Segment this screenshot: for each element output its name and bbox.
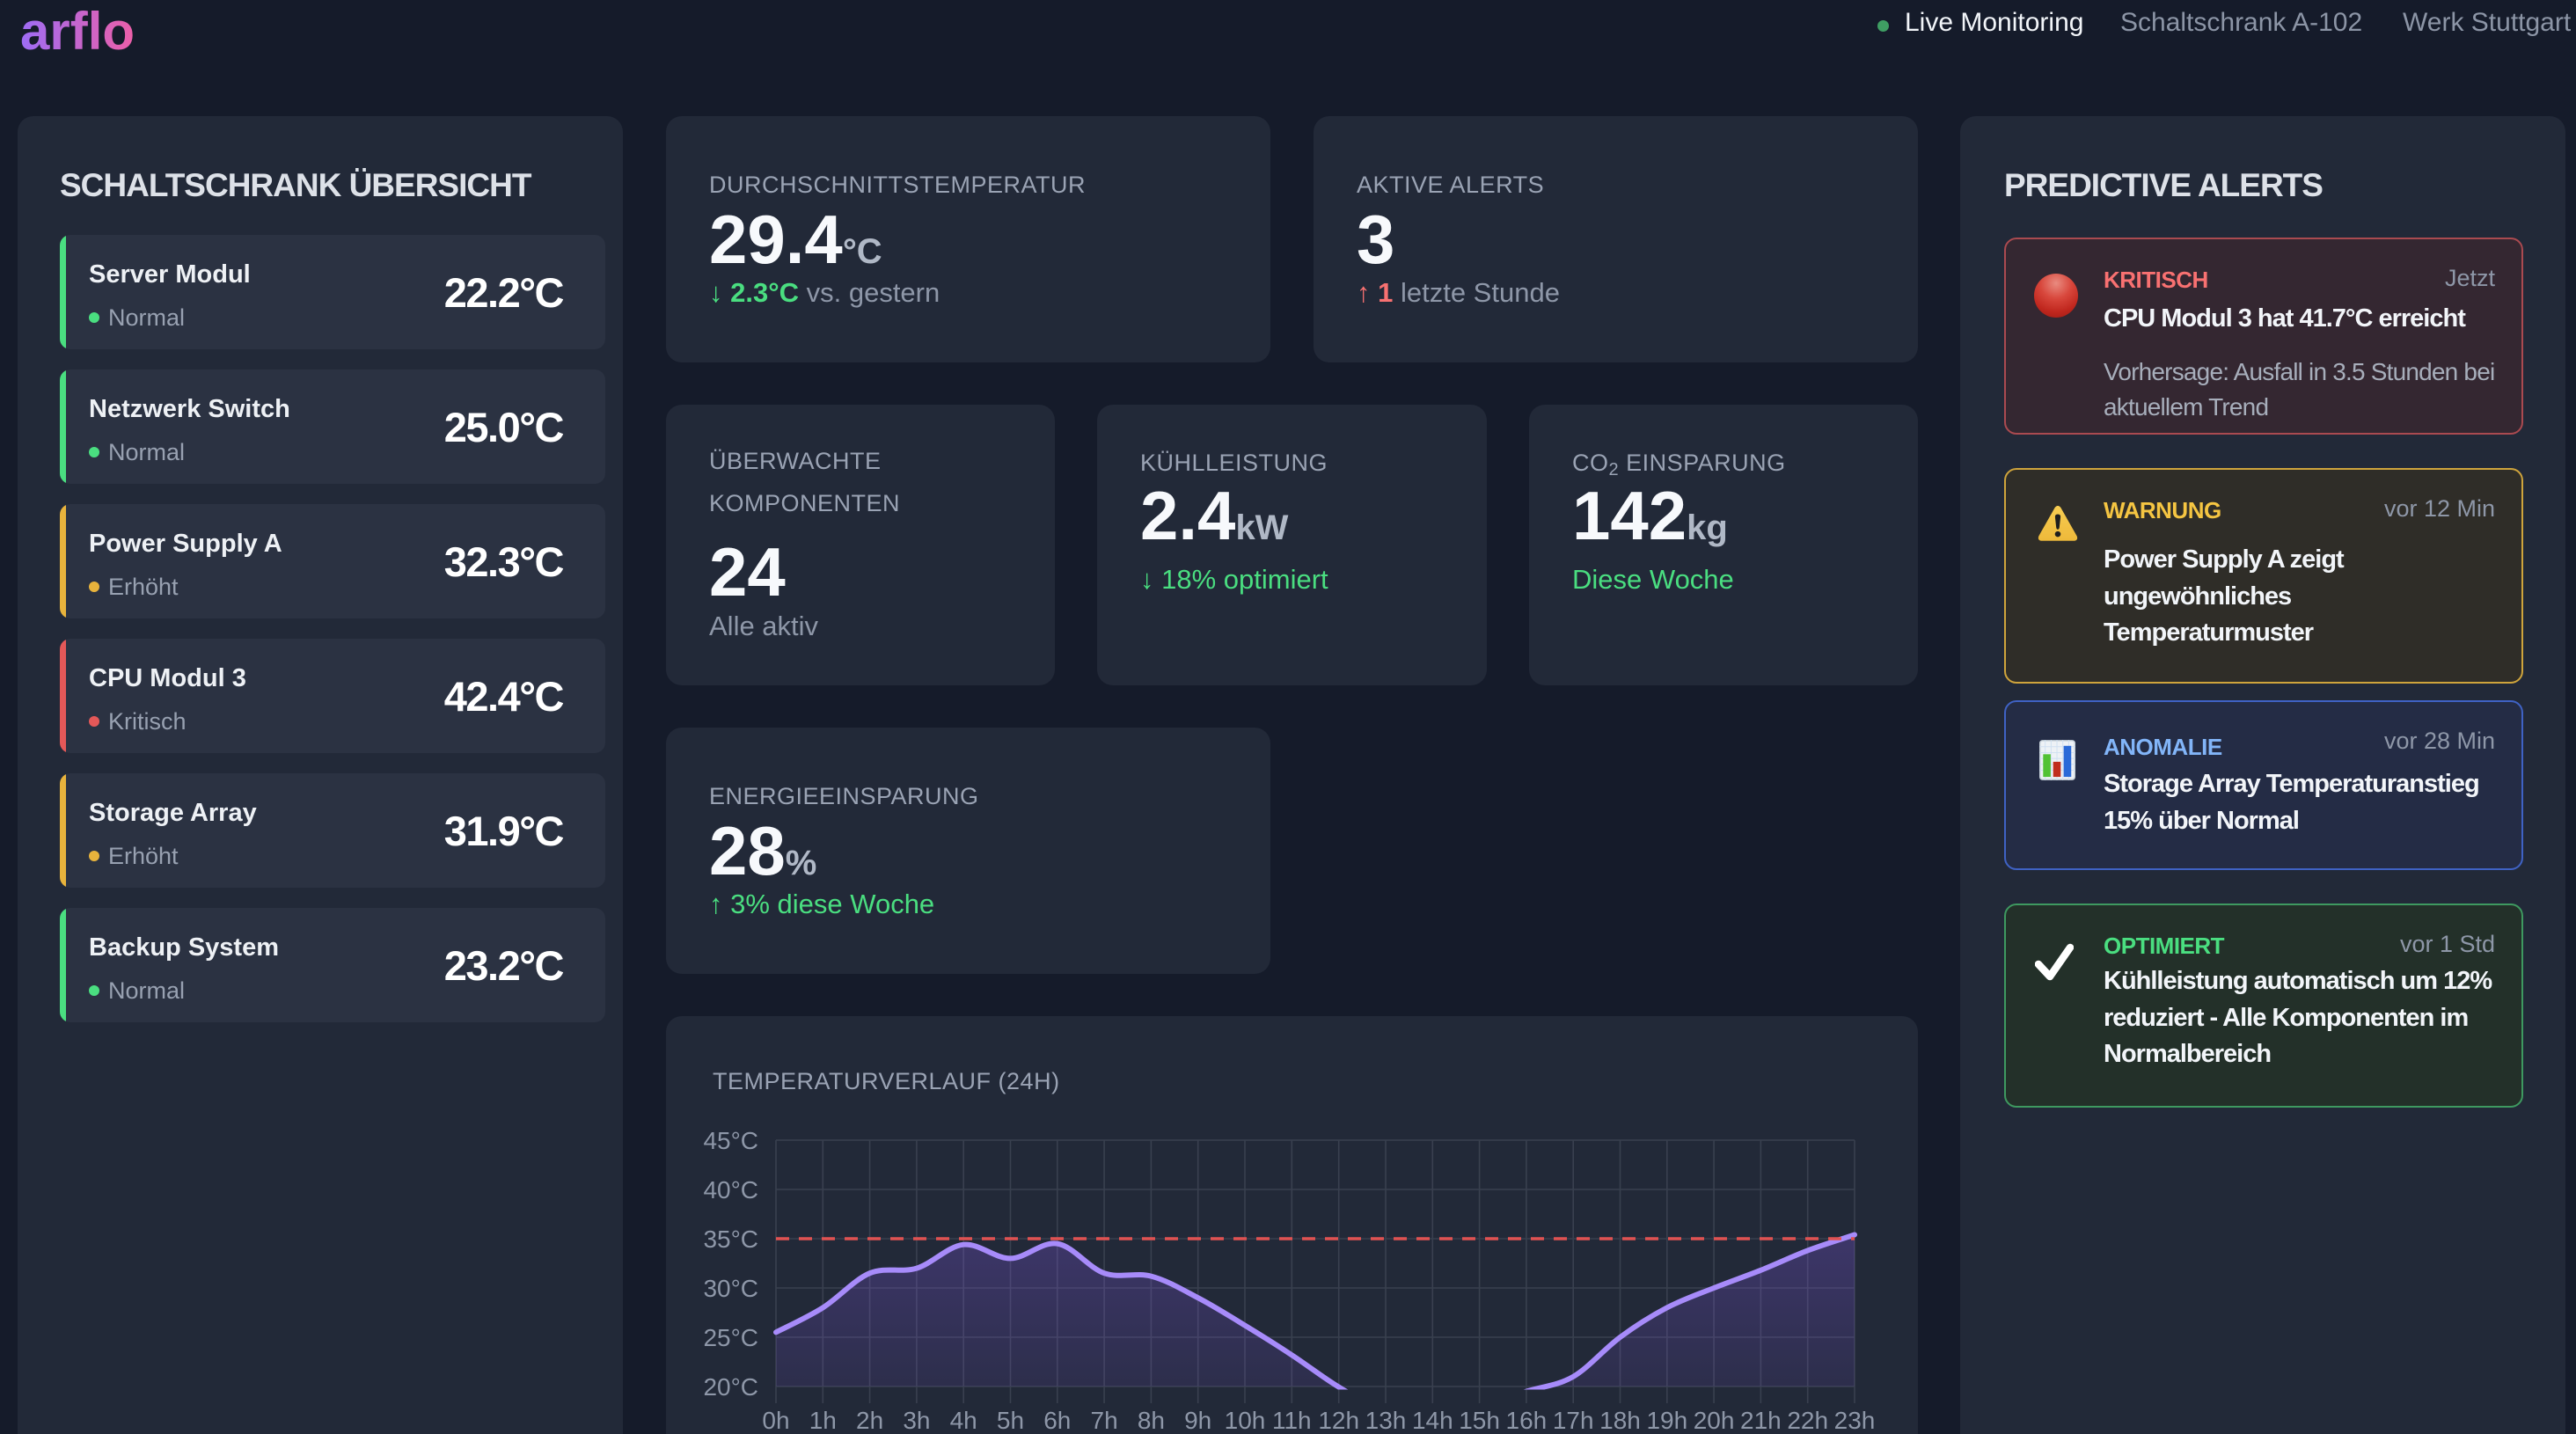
svg-text:6h: 6h — [1043, 1407, 1071, 1434]
svg-text:15h: 15h — [1459, 1407, 1500, 1434]
svg-text:22h: 22h — [1787, 1407, 1828, 1434]
svg-text:25°C: 25°C — [703, 1324, 758, 1351]
svg-text:21h: 21h — [1740, 1407, 1782, 1434]
svg-text:7h: 7h — [1091, 1407, 1118, 1434]
svg-text:16h: 16h — [1506, 1407, 1548, 1434]
svg-text:17h: 17h — [1553, 1407, 1594, 1434]
svg-text:35°C: 35°C — [703, 1225, 758, 1253]
svg-text:10h: 10h — [1225, 1407, 1266, 1434]
svg-text:8h: 8h — [1138, 1407, 1165, 1434]
svg-text:19h: 19h — [1646, 1407, 1687, 1434]
svg-text:14h: 14h — [1412, 1407, 1453, 1434]
svg-text:4h: 4h — [950, 1407, 977, 1434]
svg-text:18h: 18h — [1599, 1407, 1641, 1434]
svg-text:3h: 3h — [903, 1407, 930, 1434]
svg-text:40°C: 40°C — [703, 1176, 758, 1204]
svg-text:23h: 23h — [1834, 1407, 1876, 1434]
svg-text:12h: 12h — [1318, 1407, 1359, 1434]
svg-text:20h: 20h — [1694, 1407, 1735, 1434]
svg-text:0h: 0h — [762, 1407, 789, 1434]
svg-text:45°C: 45°C — [703, 1127, 758, 1154]
svg-text:1h: 1h — [809, 1407, 837, 1434]
svg-text:11h: 11h — [1272, 1407, 1312, 1434]
svg-text:5h: 5h — [997, 1407, 1024, 1434]
svg-text:20°C: 20°C — [703, 1373, 758, 1401]
svg-text:2h: 2h — [856, 1407, 883, 1434]
svg-text:13h: 13h — [1365, 1407, 1407, 1434]
svg-text:30°C: 30°C — [703, 1275, 758, 1302]
svg-text:9h: 9h — [1184, 1407, 1211, 1434]
